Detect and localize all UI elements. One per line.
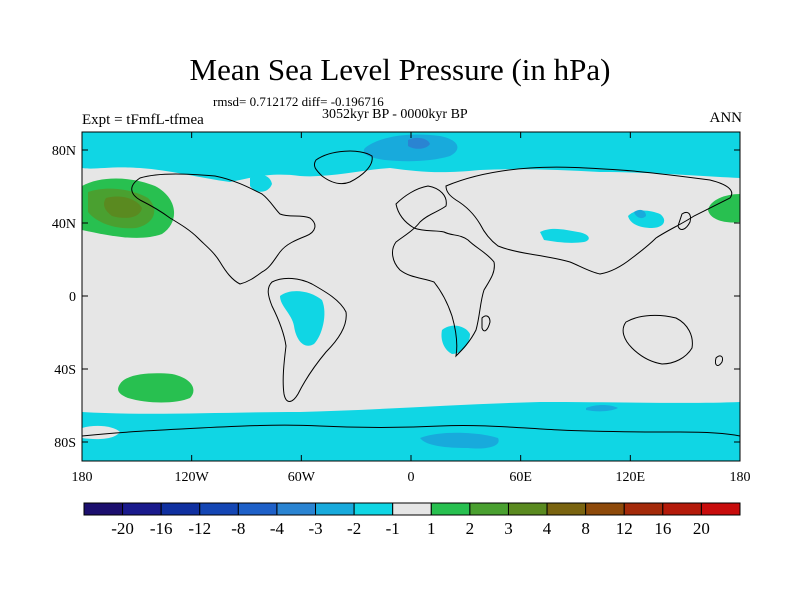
colorbar-swatch <box>623 502 664 516</box>
season-label: ANN <box>709 110 743 126</box>
colorbar-swatch <box>276 502 317 516</box>
southern-africa-negative <box>441 325 470 354</box>
lon-label: 60E <box>509 470 532 485</box>
colorbar-swatch <box>83 502 124 516</box>
north-america-coast <box>131 173 316 285</box>
new-zealand-coast <box>715 355 723 366</box>
map-title: Mean Sea Level Pressure (in hPa) <box>189 52 611 87</box>
japan-coast <box>677 211 691 230</box>
colorbar-swatch <box>430 502 471 516</box>
asia-coast <box>445 166 733 275</box>
colorbar-swatch <box>507 502 548 516</box>
map-plot-area <box>82 132 740 461</box>
lat-label: 0 <box>69 290 76 305</box>
colorbar-label: -1 <box>386 519 400 538</box>
lon-label: 180 <box>730 470 751 485</box>
antarctic-negative-core <box>420 432 499 449</box>
south-america-negative <box>280 291 325 346</box>
southern-ocean-negative <box>82 402 740 461</box>
colorbar-swatch <box>160 502 201 516</box>
lat-label: 40N <box>52 217 76 232</box>
east-asia-negative-core <box>634 209 646 219</box>
lat-label: 80N <box>52 144 76 159</box>
south-america-coast <box>267 277 347 402</box>
colorbar-swatch <box>315 502 355 516</box>
colorbar-label: 20 <box>693 519 710 538</box>
lat-label: 40S <box>54 363 76 378</box>
nw-pacific-positive <box>708 194 740 223</box>
colorbar-label: -3 <box>308 519 322 538</box>
lon-label: 120E <box>616 470 646 485</box>
south-pacific-positive <box>118 373 194 403</box>
lon-label: 0 <box>408 470 415 485</box>
south-atlantic-negative-patch <box>586 405 618 412</box>
colorbar-label: 16 <box>654 519 671 538</box>
colorbar-label: -8 <box>231 519 245 538</box>
colorbar-label: -2 <box>347 519 361 538</box>
time-period: 3052kyr BP - 0000kyr BP <box>322 107 468 122</box>
north-pacific-positive-core <box>104 196 142 218</box>
colorbar-label: -12 <box>188 519 211 538</box>
colorbar-swatch <box>662 502 702 516</box>
lon-label: 120W <box>175 470 210 485</box>
greenland-deep-core <box>408 137 430 149</box>
greenland-coast <box>313 150 373 185</box>
lon-label: 180 <box>72 470 93 485</box>
madagascar-coast <box>481 315 491 332</box>
lat-label: 80S <box>54 436 76 451</box>
australia-coast <box>622 314 693 365</box>
colorbar-label: 4 <box>543 519 552 538</box>
colorbar-label: 2 <box>466 519 475 538</box>
lon-label: 60W <box>288 470 316 485</box>
colorbar: -20 -16 -12 -8 -4 -3 -2 -1 1 2 3 4 8 12 16 20 <box>83 502 741 538</box>
coastlines <box>82 150 740 437</box>
map-axes: 80N 40N 0 40S 80S 180 120W 60W 0 60E 120E 180 <box>52 132 751 485</box>
colorbar-swatch <box>237 502 278 516</box>
colorbar-swatch <box>122 502 162 516</box>
colorbar-label: -4 <box>270 519 285 538</box>
colorbar-swatch <box>353 502 394 516</box>
colorbar-label: 12 <box>616 519 633 538</box>
colorbar-swatch <box>700 502 741 516</box>
colorbar-swatch <box>199 502 239 516</box>
colorbar-label: 8 <box>581 519 590 538</box>
colorbar-swatch <box>546 502 587 516</box>
central-asia-negative <box>540 228 589 243</box>
colorbar-label: -16 <box>150 519 173 538</box>
canada-negative-patch <box>250 174 272 192</box>
colorbar-swatch <box>392 502 432 516</box>
antarctic-neutral-patch <box>82 425 120 440</box>
greenland-negative-core <box>363 134 458 162</box>
colorbar-swatch <box>585 502 625 516</box>
colorbar-swatch <box>469 502 509 516</box>
antarctica-coast <box>82 424 740 437</box>
experiment-label: Expt = tFmfL-tfmea <box>82 112 204 128</box>
europe-africa-coast <box>392 185 495 358</box>
colorbar-label: 1 <box>427 519 436 538</box>
colorbar-label: -20 <box>111 519 134 538</box>
rmsd-diff-stats: rmsd= 0.712172 diff= -0.196716 <box>213 94 384 109</box>
colorbar-label: 3 <box>504 519 513 538</box>
